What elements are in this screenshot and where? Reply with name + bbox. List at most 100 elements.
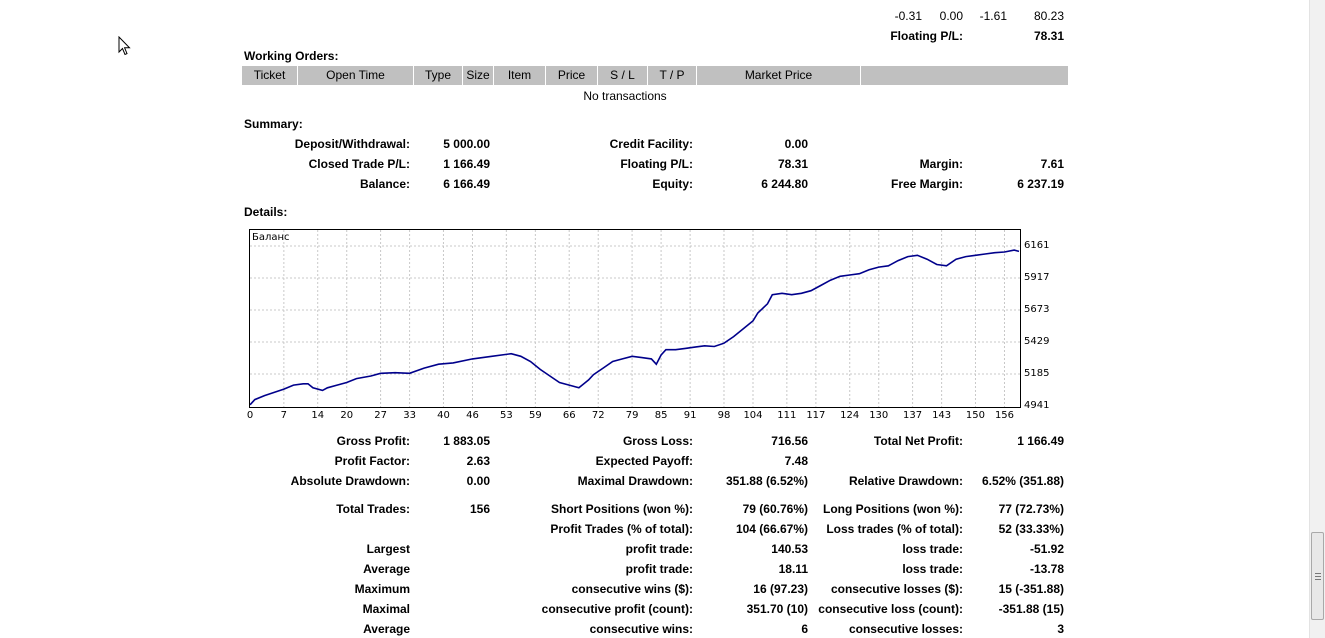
col-sl[interactable]: S / L bbox=[598, 66, 648, 85]
equity-value: 6 244.80 bbox=[761, 177, 808, 191]
col-price[interactable]: Price bbox=[546, 66, 598, 85]
profit-factor-label: Profit Factor: bbox=[334, 454, 410, 468]
working-orders-title: Working Orders: bbox=[244, 49, 339, 63]
abs-drawdown-label: Absolute Drawdown: bbox=[290, 474, 410, 488]
col-size[interactable]: Size bbox=[463, 66, 494, 85]
x-tick-label: 79 bbox=[625, 410, 639, 421]
maximal-loss-label: consecutive loss (count): bbox=[818, 602, 963, 616]
col-item[interactable]: Item bbox=[494, 66, 546, 85]
total-trades-label: Total Trades: bbox=[336, 502, 410, 516]
max-wins-value: 16 (97.23) bbox=[753, 582, 808, 596]
x-tick-label: 156 bbox=[994, 410, 1015, 421]
x-tick-label: 85 bbox=[654, 410, 668, 421]
equity-label: Equity: bbox=[652, 177, 693, 191]
x-tick-label: 0 bbox=[246, 410, 254, 421]
scrollbar-grip-icon bbox=[1315, 573, 1321, 581]
x-tick-label: 117 bbox=[806, 410, 826, 421]
expected-payoff-value: 7.48 bbox=[784, 454, 808, 468]
x-tick-label: 27 bbox=[374, 410, 387, 421]
long-positions-value: 77 (72.73%) bbox=[998, 502, 1064, 516]
max-wins-label: consecutive wins ($): bbox=[571, 582, 693, 596]
avg-losses-value: 3 bbox=[1057, 622, 1064, 636]
largest-label: Largest bbox=[366, 542, 410, 556]
largest-loss-label: loss trade: bbox=[902, 542, 963, 556]
gross-profit-label: Gross Profit: bbox=[336, 434, 410, 448]
largest-profit-value: 140.53 bbox=[771, 542, 808, 556]
max-drawdown-value: 351.88 (6.52%) bbox=[725, 474, 808, 488]
x-tick-label: 20 bbox=[340, 410, 354, 421]
balance-series-line bbox=[250, 249, 1020, 406]
closed-pl-label: Closed Trade P/L: bbox=[308, 157, 410, 171]
gross-loss-value: 716.56 bbox=[771, 434, 808, 448]
credit-value: 0.00 bbox=[784, 137, 808, 151]
col-type[interactable]: Type bbox=[414, 66, 463, 85]
col-ticket[interactable]: Ticket bbox=[242, 66, 298, 85]
top-value-2: 0.00 bbox=[939, 9, 963, 23]
profit-trades-value: 104 (66.67%) bbox=[735, 522, 808, 536]
rel-drawdown-label: Relative Drawdown: bbox=[848, 474, 963, 488]
x-tick-label: 14 bbox=[311, 410, 325, 421]
x-tick-label: 143 bbox=[932, 410, 952, 421]
closed-pl-value: 1 166.49 bbox=[443, 157, 490, 171]
balance-value: 6 166.49 bbox=[443, 177, 490, 191]
no-transactions-text: No transactions bbox=[583, 89, 667, 103]
x-tick-label: 137 bbox=[903, 410, 923, 421]
top-floating-label: Floating P/L: bbox=[890, 29, 963, 43]
x-tick-label: 150 bbox=[965, 410, 986, 421]
top-value-4: 80.23 bbox=[1033, 9, 1064, 23]
gross-loss-label: Gross Loss: bbox=[622, 434, 693, 448]
largest-profit-label: profit trade: bbox=[625, 542, 693, 556]
y-tick-label: 6161 bbox=[1024, 240, 1050, 251]
summary-title: Summary: bbox=[244, 117, 303, 131]
free-margin-value: 6 237.19 bbox=[1017, 177, 1064, 191]
x-tick-label: 33 bbox=[403, 410, 416, 421]
top-value-3: -1.61 bbox=[979, 9, 1007, 23]
margin-value: 7.61 bbox=[1040, 157, 1064, 171]
vertical-scrollbar[interactable] bbox=[1309, 0, 1325, 638]
long-positions-label: Long Positions (won %): bbox=[823, 502, 963, 516]
y-tick-label: 5185 bbox=[1024, 368, 1050, 379]
x-tick-label: 91 bbox=[683, 410, 697, 421]
maximal-profit-value: 351.70 (10) bbox=[746, 602, 808, 616]
x-tick-label: 72 bbox=[591, 410, 605, 421]
x-tick-label: 111 bbox=[777, 410, 797, 421]
max-losses-label: consecutive losses ($): bbox=[830, 582, 963, 596]
margin-label: Margin: bbox=[919, 157, 963, 171]
short-positions-label: Short Positions (won %): bbox=[551, 502, 693, 516]
total-net-label: Total Net Profit: bbox=[873, 434, 963, 448]
avg-wins-value: 6 bbox=[801, 622, 808, 636]
x-tick-label: 66 bbox=[562, 410, 576, 421]
col-open-time[interactable]: Open Time bbox=[298, 66, 414, 85]
chart-title: Баланс bbox=[252, 232, 290, 243]
maximum-label: Maximum bbox=[354, 582, 410, 596]
loss-trades-label: Loss trades (% of total): bbox=[826, 522, 963, 536]
maximal-label: Maximal bbox=[362, 602, 410, 616]
free-margin-label: Free Margin: bbox=[890, 177, 963, 191]
average-loss-value: -13.78 bbox=[1029, 562, 1064, 576]
total-net-value: 1 166.49 bbox=[1017, 434, 1064, 448]
col-market-price[interactable]: Market Price bbox=[697, 66, 861, 85]
col-tp[interactable]: T / P bbox=[648, 66, 697, 85]
col-empty bbox=[861, 66, 1068, 85]
max-losses-value: 15 (-351.88) bbox=[998, 582, 1064, 596]
balance-chart-plot bbox=[250, 230, 1020, 407]
floating-pl-label: Floating P/L: bbox=[620, 157, 693, 171]
x-tick-label: 46 bbox=[466, 410, 479, 421]
orders-table-header: Ticket Open Time Type Size Item Price S … bbox=[242, 66, 1068, 85]
scrollbar-thumb[interactable] bbox=[1311, 532, 1324, 620]
credit-label: Credit Facility: bbox=[609, 137, 693, 151]
loss-trades-value: 52 (33.33%) bbox=[998, 522, 1064, 536]
y-tick-label: 5917 bbox=[1024, 272, 1050, 283]
short-positions-value: 79 (60.76%) bbox=[742, 502, 808, 516]
y-tick-label: 4941 bbox=[1024, 400, 1050, 411]
x-tick-label: 53 bbox=[499, 410, 513, 421]
deposit-label: Deposit/Withdrawal: bbox=[294, 137, 410, 151]
y-tick-label: 5429 bbox=[1024, 336, 1050, 347]
average2-label: Average bbox=[363, 622, 410, 636]
maximal-loss-value: -351.88 (15) bbox=[998, 602, 1064, 616]
gross-profit-value: 1 883.05 bbox=[443, 434, 490, 448]
abs-drawdown-value: 0.00 bbox=[466, 474, 490, 488]
total-trades-value: 156 bbox=[469, 502, 490, 516]
avg-wins-label: consecutive wins: bbox=[589, 622, 693, 636]
x-tick-label: 130 bbox=[869, 410, 889, 421]
